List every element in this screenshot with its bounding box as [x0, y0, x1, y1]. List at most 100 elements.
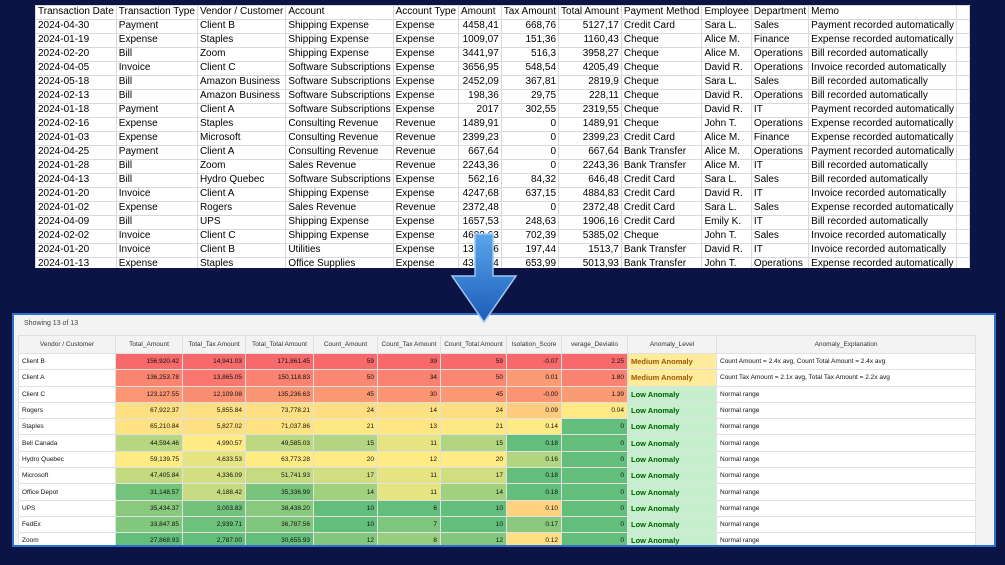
cell: Bill recorded automatically — [808, 47, 958, 62]
column-header: Vendor / Customer — [18, 335, 116, 354]
cell: Operations — [750, 47, 810, 62]
cell: 50 — [313, 369, 378, 387]
cell: 31,148.57 — [115, 483, 183, 501]
data-row: 2024-01-03 Expense Microsoft Consulting Rev… — [35, 131, 970, 146]
empty-cell — [956, 201, 970, 216]
cell: 1489,91 — [458, 117, 502, 132]
cell: 150,118.83 — [245, 369, 314, 387]
cell: 2819,9 — [558, 75, 622, 90]
cell: 34 — [377, 369, 441, 387]
cell: 5013,93 — [558, 257, 622, 268]
cell: Client B — [18, 352, 116, 371]
cell: Client A — [18, 369, 116, 387]
cell: 0.12 — [506, 532, 562, 545]
cell: Amazon Business — [196, 89, 287, 104]
cell: 11 — [377, 434, 441, 452]
cell: Sara L. — [701, 201, 752, 216]
cell: 123,127.55 — [115, 385, 183, 403]
cell: 24 — [313, 401, 378, 420]
cell: Consulting Revenue — [285, 145, 394, 160]
cell: 65,210.84 — [115, 418, 183, 436]
cell: 11 — [377, 483, 441, 501]
empty-cell — [956, 19, 970, 34]
cell: 4205,49 — [558, 61, 622, 76]
cell: 0 — [561, 499, 628, 517]
cell: Sara L. — [701, 19, 752, 34]
cell: 10 — [313, 515, 378, 534]
cell: Bill — [115, 159, 198, 174]
cell: 0.04 — [561, 401, 628, 420]
anomaly-level: Medium Anomaly — [627, 369, 717, 387]
empty-cell — [956, 47, 970, 62]
cell: Staples — [196, 33, 287, 48]
cell: Shipping Expense — [285, 187, 394, 202]
cell: David R. — [701, 243, 752, 258]
cell: 29,75 — [500, 89, 560, 104]
empty-cell — [956, 257, 970, 268]
cell: 2399,23 — [458, 131, 502, 146]
cell: Credit Card — [620, 173, 703, 188]
cell: Bill — [115, 215, 198, 230]
column-header: Total_Tax Amount — [182, 335, 246, 354]
cell: 668,76 — [500, 19, 560, 34]
empty-cell — [956, 33, 970, 48]
cell: UPS — [196, 215, 287, 230]
cell: 135,236.63 — [245, 385, 314, 403]
cell: Count Tax Amount = 2.1x avg, Total Tax A… — [716, 369, 976, 387]
cell: 0 — [561, 418, 628, 436]
data-row: 2024-01-02 Expense Rogers Sales Revenue Reve… — [35, 201, 970, 216]
cell: Expense — [392, 61, 460, 76]
cell: Software Subscriptions — [285, 89, 394, 104]
header-row: Vendor / Customer Total_Amount Total_Tax A… — [18, 335, 976, 354]
cell: Client B — [196, 243, 287, 258]
cell: Bell Canada — [18, 434, 116, 452]
cell: 302,55 — [500, 103, 560, 118]
anomaly-level: Medium Anomaly — [627, 352, 717, 371]
column-header: Anomaly_Level — [627, 335, 717, 354]
cell: Office Supplies — [285, 257, 394, 268]
cell: 2024-02-16 — [35, 117, 117, 132]
cell: Bill recorded automatically — [808, 89, 958, 104]
cell: 2399,23 — [558, 131, 622, 146]
column-header: Count_Amount — [313, 335, 378, 354]
cell: 15 — [313, 434, 378, 452]
cell: 548,54 — [500, 61, 560, 76]
cell: Client C — [196, 229, 287, 244]
cell: 136,253.78 — [115, 369, 183, 387]
cell: 2024-01-13 — [35, 257, 117, 268]
cell: Expense — [392, 187, 460, 202]
cell: Staples — [18, 418, 116, 436]
data-row: Client C 123,127.55 12,109.08 135,236.63 45 3… — [18, 385, 976, 403]
data-row: Zoom 27,868.93 2,787.00 30,655.93 12 8 12 0.12 0… — [18, 532, 976, 545]
cell: Sales — [750, 229, 810, 244]
cell: Invoice — [115, 243, 198, 258]
cell: Credit Card — [620, 187, 703, 202]
cell: John T. — [701, 257, 752, 268]
anomaly-level: Low Anomaly — [627, 532, 717, 545]
cell: 36,787.56 — [245, 515, 314, 534]
anomaly-level: Low Anomaly — [627, 401, 717, 420]
cell: Software Subscriptions — [285, 61, 394, 76]
cell: Revenue — [392, 145, 460, 160]
cell: David R. — [701, 187, 752, 202]
cell: 0 — [561, 483, 628, 501]
cell: 59,139.75 — [115, 450, 183, 469]
cell: Expense — [392, 257, 460, 268]
cell: 2024-01-28 — [35, 159, 117, 174]
cell: 0 — [561, 450, 628, 469]
cell: 11 — [377, 467, 441, 485]
cell: 2024-04-09 — [35, 215, 117, 230]
cell: Alice M. — [701, 47, 752, 62]
cell: Hydro Quebec — [196, 173, 287, 188]
cell: 2024-01-02 — [35, 201, 117, 216]
cell: -0.07 — [506, 352, 562, 371]
cell: Revenue — [392, 131, 460, 146]
cell: 12,109.08 — [182, 385, 246, 403]
cell: Amazon Business — [196, 75, 287, 90]
cell: Cheque — [620, 229, 703, 244]
cell: 30,655.93 — [245, 532, 314, 545]
cell: 49,585.03 — [245, 434, 314, 452]
data-row: Office Depot 31,148.57 4,188.42 35,336.99 14… — [18, 483, 976, 501]
cell: 0.09 — [506, 401, 562, 420]
